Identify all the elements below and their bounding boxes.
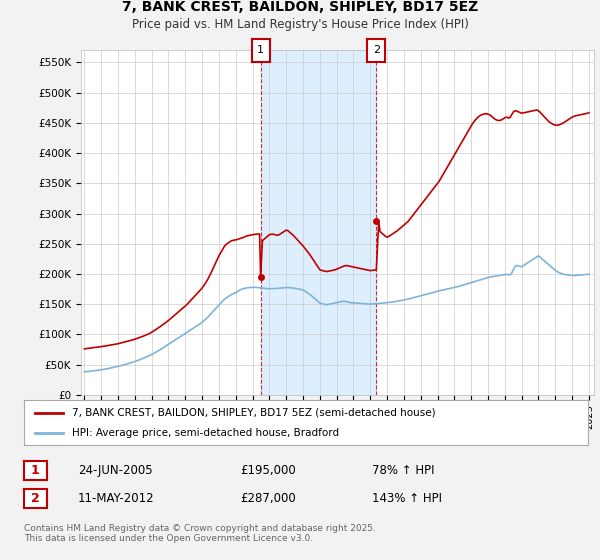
Text: 7, BANK CREST, BAILDON, SHIPLEY, BD17 5EZ: 7, BANK CREST, BAILDON, SHIPLEY, BD17 5E…	[122, 0, 478, 14]
Bar	[260, 50, 376, 395]
Text: Contains HM Land Registry data © Crown copyright and database right 2025.
This d: Contains HM Land Registry data © Crown c…	[24, 524, 376, 543]
Text: 2: 2	[373, 45, 380, 55]
Text: 143% ↑ HPI: 143% ↑ HPI	[372, 492, 442, 505]
Text: Price paid vs. HM Land Registry's House Price Index (HPI): Price paid vs. HM Land Registry's House …	[131, 18, 469, 31]
Text: £195,000: £195,000	[240, 464, 296, 477]
Text: 1: 1	[31, 464, 40, 477]
Text: 11-MAY-2012: 11-MAY-2012	[78, 492, 155, 505]
Text: 24-JUN-2005: 24-JUN-2005	[78, 464, 152, 477]
Text: 7, BANK CREST, BAILDON, SHIPLEY, BD17 5EZ (semi-detached house): 7, BANK CREST, BAILDON, SHIPLEY, BD17 5E…	[72, 408, 436, 418]
Text: HPI: Average price, semi-detached house, Bradford: HPI: Average price, semi-detached house,…	[72, 428, 339, 438]
Text: 2: 2	[31, 492, 40, 505]
Text: 1: 1	[257, 45, 264, 55]
Text: £287,000: £287,000	[240, 492, 296, 505]
Text: 78% ↑ HPI: 78% ↑ HPI	[372, 464, 434, 477]
